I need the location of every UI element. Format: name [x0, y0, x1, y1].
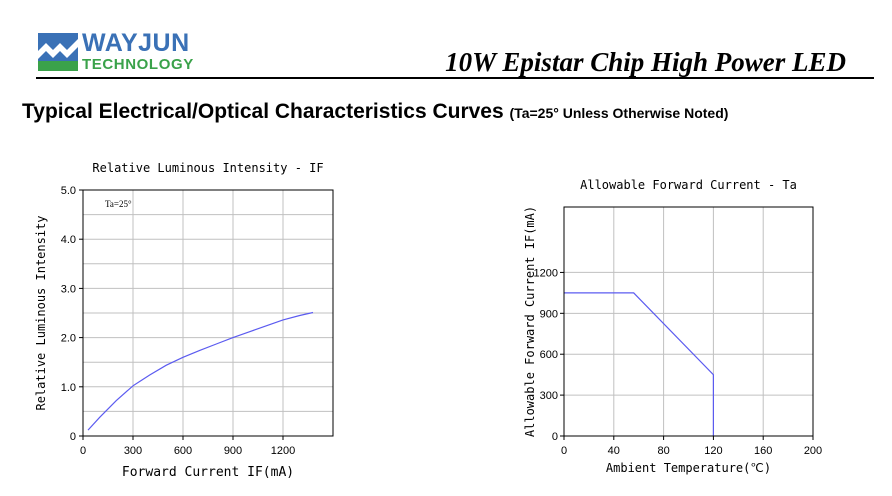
chart1-title: Relative Luminous Intensity - IF — [92, 161, 323, 175]
c1-x-tick-label: 1200 — [271, 445, 295, 457]
logo-subtitle: TECHNOLOGY — [82, 56, 194, 73]
c2-y-tick-label: 300 — [540, 390, 558, 402]
c2-x-tick-label: 40 — [608, 445, 620, 457]
company-logo: WAYJUN TECHNOLOGY — [38, 30, 208, 74]
chart2-grid — [560, 207, 814, 440]
c1-y-tick-label: 1.0 — [61, 382, 76, 394]
chart2-series-line — [564, 292, 714, 436]
c1-x-tick-label: 900 — [224, 445, 242, 457]
chart2-tick-labels: 0 300 600 900 1200 0 40 80 120 160 200 — [534, 267, 823, 457]
chart1-annotation: Ta=25° — [105, 199, 132, 209]
logo-wave-icon — [38, 33, 78, 71]
c2-x-tick-label: 120 — [704, 445, 722, 457]
c2-x-tick-label: 200 — [804, 445, 822, 457]
c1-y-tick-label: 3.0 — [61, 283, 76, 295]
chart1-series-line — [87, 311, 314, 431]
c1-y-tick-label: 5.0 — [61, 185, 76, 197]
c1-y-tick-label: 4.0 — [61, 234, 76, 246]
section-title: Typical Electrical/Optical Characteristi… — [22, 100, 728, 125]
chart2-frame — [563, 206, 814, 437]
c1-y-tick-label: 0 — [70, 431, 76, 443]
c2-x-tick-label: 160 — [754, 445, 772, 457]
c1-y-tick-label: 2.0 — [61, 333, 76, 345]
chart1-grid — [79, 189, 333, 440]
chart1-frame — [82, 189, 334, 437]
header-divider — [36, 77, 874, 79]
chart2-x-axis-label: Ambient Temperature(℃) — [606, 461, 771, 475]
section-note: (Ta=25° Unless Otherwise Noted) — [509, 105, 729, 121]
chart2-title: Allowable Forward Current - Ta — [580, 178, 797, 192]
c2-x-tick-label: 0 — [561, 445, 567, 457]
c1-x-tick-label: 0 — [80, 445, 86, 457]
c1-x-tick-label: 600 — [174, 445, 192, 457]
section-title-text: Typical Electrical/Optical Characteristi… — [22, 100, 504, 123]
c2-y-tick-label: 1200 — [534, 267, 558, 279]
chart1-x-axis-label: Forward Current IF(mA) — [122, 465, 294, 480]
product-title: 10W Epistar Chip High Power LED — [445, 47, 846, 77]
c2-y-tick-label: 900 — [540, 308, 558, 320]
chart1-y-axis-label: Relative Luminous Intensity — [34, 215, 48, 410]
c2-y-tick-label: 0 — [552, 431, 558, 443]
chart1-tick-labels: 0 1.0 2.0 3.0 4.0 5.0 0 300 600 900 1200 — [61, 185, 296, 457]
logo-wordmark: WAYJUN — [82, 29, 190, 57]
c1-x-tick-label: 300 — [124, 445, 142, 457]
chart2-y-axis-label: Allowable Forward Current IF(mA) — [523, 206, 537, 437]
c2-y-tick-label: 600 — [540, 349, 558, 361]
c2-x-tick-label: 80 — [657, 445, 669, 457]
